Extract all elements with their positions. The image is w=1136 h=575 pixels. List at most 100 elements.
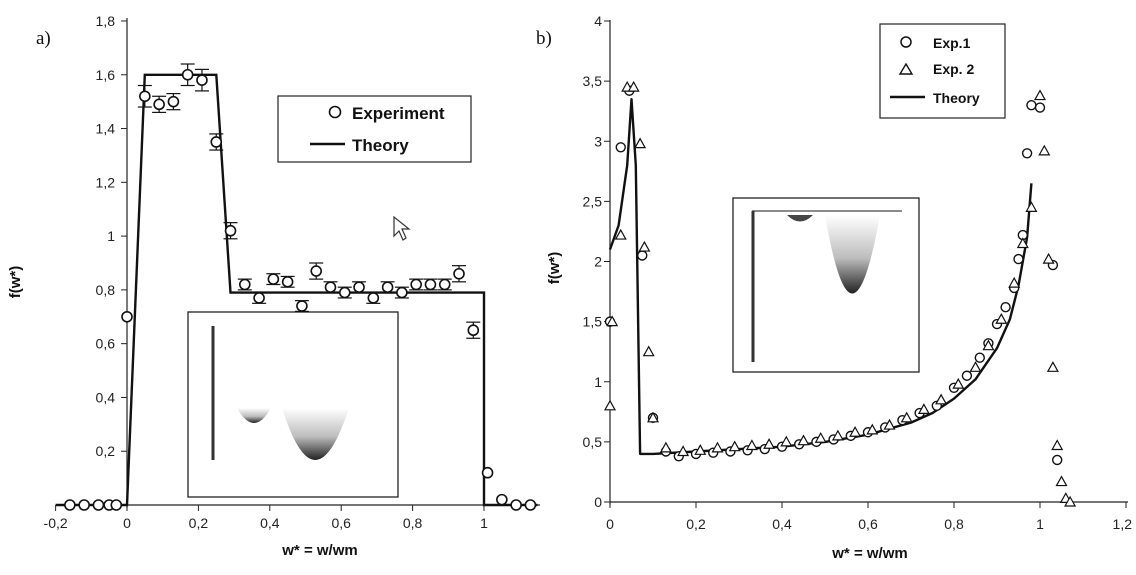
data-point (153, 98, 165, 111)
y-tick-label: 3,5 (583, 73, 603, 89)
panel-b-y-axis: 0 0,5 1 1,5 2 2,5 3 3,5 4 (583, 13, 610, 510)
data-point-triangle (634, 137, 647, 149)
panel-b-exp2-series (603, 80, 1077, 507)
panel-a-y-axis: 00,20,40,60,811,21,41,61,8 (96, 13, 127, 513)
data-point (196, 74, 208, 86)
legend-exp2-label: Exp. 2 (933, 61, 974, 77)
data-point-triangle (642, 345, 655, 357)
data-point (267, 273, 280, 285)
panel-b-inset-small-well (787, 215, 813, 222)
panel-b-inset (732, 197, 920, 373)
panel-b-xlabel: w* = w/wm (831, 545, 907, 562)
data-point (78, 499, 90, 511)
data-point (167, 95, 180, 108)
data-point-circle (637, 250, 648, 261)
panel-a-x-axis: -0,2 0 0,2 0,4 0,6 0,8 1 (44, 505, 488, 531)
data-point (410, 278, 422, 291)
data-point (353, 281, 365, 293)
data-point-circle (1000, 301, 1011, 313)
x-tick-label: 0,4 (260, 515, 280, 531)
data-point-triangle (763, 438, 776, 449)
data-point (296, 300, 308, 312)
data-point-circle (1034, 102, 1046, 113)
data-point-circle (615, 142, 626, 153)
data-point (424, 278, 437, 291)
legend-circle-marker (900, 36, 912, 48)
panel-b: b) f(w*) w* = w/wm 0 0,5 1 1,5 2 2,5 3 3,5 4 0 0,… (536, 13, 1132, 562)
x-tick-label: 0,2 (686, 516, 706, 532)
panel-a-inset-small-well (237, 408, 271, 423)
data-point (92, 499, 105, 511)
y-tick-label: 0,5 (583, 434, 603, 450)
y-tick-label: 0,8 (96, 282, 116, 298)
data-point-triangle (917, 403, 930, 415)
data-point (310, 265, 323, 277)
data-point-triangle (1016, 237, 1029, 249)
legend-theory-label: Theory (352, 136, 409, 155)
y-tick-label: 2 (594, 254, 602, 270)
data-point-triangle (982, 339, 995, 351)
data-point (510, 499, 522, 511)
x-tick-label: 0,6 (858, 516, 878, 532)
data-point-triangle (1055, 475, 1068, 487)
data-point (181, 68, 194, 81)
data-point-triangle (797, 434, 810, 446)
y-tick-label: 2,5 (583, 193, 603, 209)
data-point-triangle (1064, 495, 1077, 507)
data-point-triangle (711, 441, 724, 453)
data-point (453, 267, 465, 280)
data-point-triangle (866, 423, 879, 435)
data-point-triangle (1046, 361, 1059, 372)
data-point-triangle (646, 411, 660, 423)
x-tick-label: 0,8 (944, 516, 964, 532)
data-point-triangle (627, 80, 640, 92)
y-tick-label: 3 (594, 133, 602, 149)
data-point-circle (1051, 454, 1063, 466)
data-point-triangle (1038, 144, 1051, 156)
panel-a-inset-frame (187, 311, 399, 498)
data-point-triangle (935, 393, 948, 405)
data-point-triangle (614, 228, 627, 240)
panel-b-ylabel: f(w*) (546, 252, 563, 285)
data-point (467, 324, 480, 337)
panel-b-legend: Exp.1 Exp. 2 Theory (879, 23, 1006, 119)
y-tick-label: 0,2 (96, 443, 116, 459)
x-tick-label: -0,2 (44, 515, 68, 531)
data-point-triangle (745, 439, 758, 451)
data-point (253, 292, 265, 304)
panel-a-legend-frame (277, 95, 472, 163)
data-point (239, 278, 251, 291)
data-point-triangle (1051, 439, 1064, 451)
data-point-triangle (849, 426, 862, 437)
panel-a-experiment-series (64, 63, 537, 511)
y-tick-label: 1 (107, 228, 115, 244)
data-point (121, 310, 133, 323)
data-point (210, 136, 223, 148)
y-tick-label: 1,6 (96, 67, 116, 83)
data-point (338, 286, 351, 299)
data-point-triangle (1033, 89, 1047, 101)
data-point (110, 499, 123, 511)
data-point-circle (1013, 253, 1024, 265)
panel-b-x-axis: 0 0,2 0,4 0,6 0,8 1 1,2 (606, 502, 1132, 532)
data-point (64, 499, 76, 511)
data-point-triangle (728, 440, 741, 452)
mouse-cursor-icon (393, 215, 411, 241)
data-point-triangle (1008, 276, 1021, 288)
legend-triangle-marker (898, 62, 914, 75)
panel-b-label: b) (536, 28, 552, 49)
data-point-triangle (780, 435, 793, 447)
data-point (367, 292, 380, 304)
data-point-triangle (603, 399, 617, 411)
data-point-triangle (831, 429, 844, 441)
data-point (139, 90, 151, 103)
data-point-triangle (659, 441, 672, 453)
panel-a-inset (187, 311, 399, 498)
data-point-triangle (952, 377, 965, 389)
data-point (396, 286, 408, 299)
data-point-circle (1026, 99, 1037, 111)
panel-a-legend: Experiment Theory (277, 95, 472, 163)
x-tick-label: 1,2 (1113, 516, 1133, 532)
data-point-circle (961, 370, 973, 381)
data-point-triangle (883, 418, 896, 430)
